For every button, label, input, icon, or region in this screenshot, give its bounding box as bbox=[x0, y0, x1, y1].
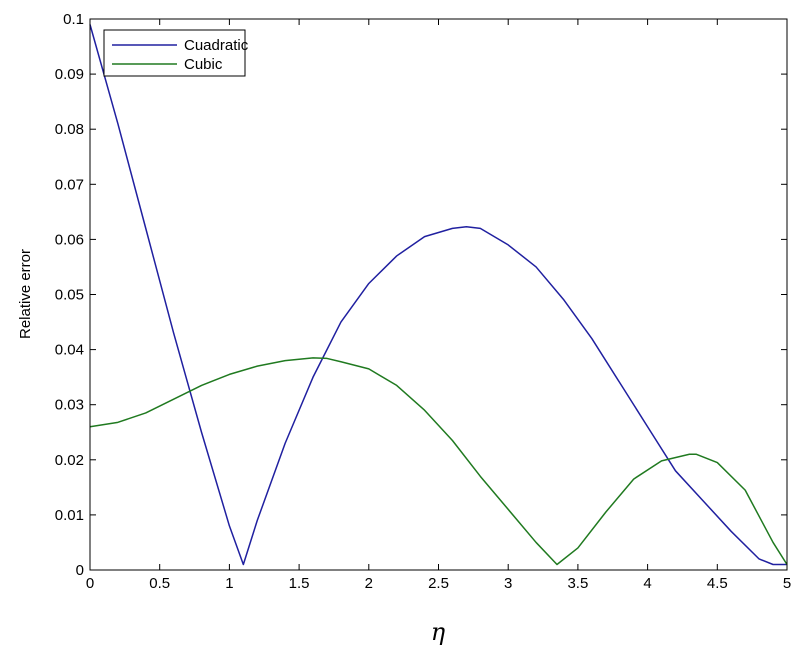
y-tick-label: 0 bbox=[76, 562, 84, 579]
y-tick-label: 0.03 bbox=[55, 397, 84, 414]
y-tick-label: 0.09 bbox=[55, 66, 84, 83]
x-tick-label: 2 bbox=[365, 575, 373, 592]
y-tick-label: 0.04 bbox=[55, 342, 84, 359]
y-tick-label: 0.1 bbox=[63, 11, 84, 28]
y-tick-label: 0.01 bbox=[55, 507, 84, 524]
x-tick-label: 5 bbox=[783, 575, 791, 592]
x-axis-label: η bbox=[431, 618, 446, 646]
plot-background bbox=[90, 19, 787, 570]
x-tick-label: 4 bbox=[643, 575, 651, 592]
x-tick-label: 0.5 bbox=[149, 575, 170, 592]
legend-label-cubic: Cubic bbox=[184, 56, 223, 73]
legend-label-cuadratic: Cuadratic bbox=[184, 37, 249, 54]
x-tick-label: 1.5 bbox=[289, 575, 310, 592]
x-tick-label: 3 bbox=[504, 575, 512, 592]
y-axis-label: Relative error bbox=[17, 249, 34, 339]
x-tick-label: 1 bbox=[225, 575, 233, 592]
y-tick-label: 0.08 bbox=[55, 121, 84, 138]
legend: Cuadratic Cubic bbox=[104, 30, 249, 76]
y-tick-label: 0.05 bbox=[55, 287, 84, 304]
x-tick-label: 0 bbox=[86, 575, 94, 592]
x-tick-label: 4.5 bbox=[707, 575, 728, 592]
y-tick-label: 0.06 bbox=[55, 231, 84, 248]
y-tick-label: 0.07 bbox=[55, 176, 84, 193]
x-tick-label: 3.5 bbox=[567, 575, 588, 592]
x-tick-label: 2.5 bbox=[428, 575, 449, 592]
y-tick-label: 0.02 bbox=[55, 452, 84, 469]
